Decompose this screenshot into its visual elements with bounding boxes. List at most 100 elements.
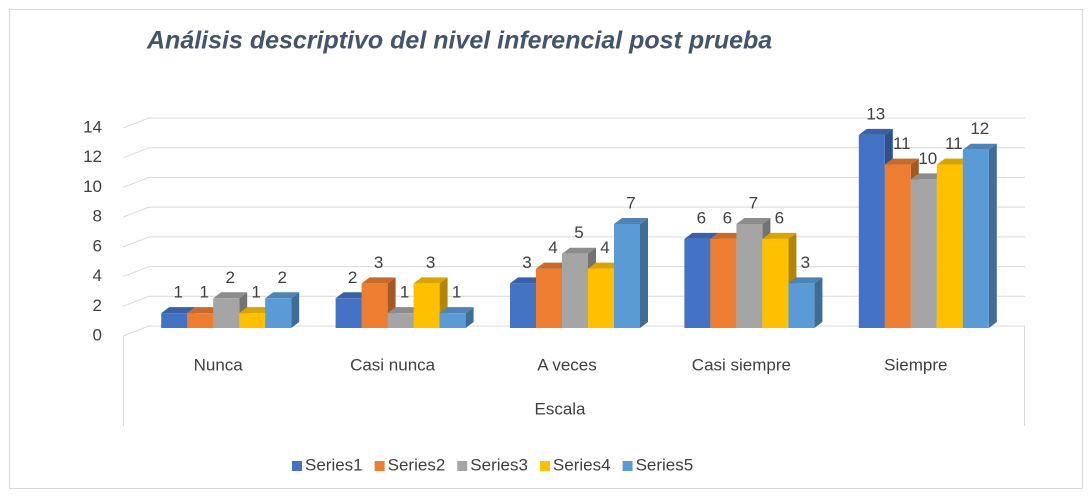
- bar-top: [936, 158, 971, 165]
- bar-side: [814, 277, 823, 328]
- legend-label: Series4: [553, 455, 611, 474]
- y-tick-label: 2: [93, 296, 102, 315]
- data-label: 2: [348, 268, 357, 287]
- data-label: 1: [199, 283, 208, 302]
- data-label: 6: [723, 208, 732, 227]
- legend-swatch: [622, 461, 633, 471]
- y-tick-label: 10: [83, 177, 102, 196]
- bar-top: [536, 262, 570, 269]
- bar: [588, 268, 614, 328]
- bar-top: [413, 277, 448, 284]
- data-label: 1: [400, 283, 409, 302]
- bar-top: [962, 143, 997, 150]
- bar-top: [439, 307, 474, 314]
- bar-side: [640, 218, 648, 328]
- y-tick-label: 12: [83, 147, 102, 166]
- bar: [265, 298, 292, 328]
- bar: [962, 149, 989, 328]
- bar-top: [684, 232, 719, 239]
- x-tick-label: Nunca: [194, 355, 244, 374]
- bar-top: [910, 173, 945, 180]
- y-tick-label: 14: [83, 117, 102, 136]
- grid-line: [122, 147, 1025, 159]
- bar: [858, 134, 885, 328]
- data-label: 3: [374, 253, 383, 272]
- bar-side: [465, 307, 474, 328]
- bar-top: [361, 277, 396, 284]
- grid-line: [122, 176, 1025, 188]
- bar: [161, 313, 188, 328]
- x-axis-title: Escala: [534, 399, 586, 418]
- y-tick-label: 0: [93, 325, 102, 344]
- data-label: 1: [452, 283, 461, 302]
- x-tick-label: Siempre: [884, 355, 947, 374]
- data-label: 13: [866, 104, 885, 123]
- bar: [684, 238, 711, 328]
- bar: [413, 283, 440, 328]
- bar-top: [213, 292, 248, 299]
- bar-side: [291, 292, 300, 328]
- bar: [614, 224, 640, 328]
- data-label: 11: [893, 134, 911, 153]
- bar: [213, 298, 240, 328]
- data-label: 3: [522, 253, 531, 272]
- bar-top: [884, 158, 919, 165]
- bar: [439, 313, 466, 328]
- bar: [510, 283, 536, 328]
- data-label: 6: [697, 208, 706, 227]
- bar-top: [335, 292, 370, 299]
- x-tick-label: A veces: [537, 355, 597, 374]
- bar-side: [988, 143, 997, 328]
- legend-swatch: [457, 461, 468, 471]
- legend-swatch: [539, 461, 550, 471]
- data-label: 5: [574, 223, 583, 242]
- bar: [936, 164, 963, 328]
- bar-top: [710, 232, 745, 239]
- bar: [536, 268, 562, 328]
- data-label: 4: [600, 238, 609, 257]
- legend-label: Series5: [636, 455, 694, 474]
- bar: [239, 313, 266, 328]
- bar-top: [762, 232, 797, 239]
- bar: [562, 253, 588, 328]
- bar: [884, 164, 911, 328]
- data-label: 2: [277, 268, 286, 287]
- bar-top: [387, 307, 422, 314]
- bar: [710, 238, 737, 328]
- bar-top: [562, 247, 596, 254]
- bar: [762, 238, 789, 328]
- bar: [910, 179, 937, 328]
- bar-top: [161, 307, 196, 314]
- data-label: 2: [225, 268, 234, 287]
- legend-label: Series3: [470, 455, 528, 474]
- bar-top: [858, 128, 893, 135]
- data-label: 7: [626, 193, 635, 212]
- y-tick-label: 4: [93, 266, 102, 285]
- bar-top: [614, 218, 648, 224]
- legend-swatch: [374, 461, 385, 471]
- data-label: 7: [749, 193, 758, 212]
- chart-title: Análisis descriptivo del nivel inferenci…: [146, 27, 772, 55]
- bar: [187, 313, 214, 328]
- data-label: 1: [173, 283, 182, 302]
- y-tick-label: 8: [93, 207, 102, 226]
- bar: [736, 224, 763, 328]
- y-tick-label: 6: [93, 236, 102, 255]
- bar-top: [239, 307, 274, 314]
- bar-top: [788, 277, 823, 284]
- legend-swatch: [292, 461, 302, 471]
- data-label: 6: [775, 208, 784, 227]
- data-label: 3: [426, 253, 435, 272]
- grid-line: [122, 117, 1025, 129]
- bar-top: [187, 307, 222, 314]
- bar-top: [588, 262, 622, 269]
- data-label: 12: [970, 119, 989, 138]
- bar: [335, 298, 362, 328]
- legend-label: Series1: [305, 455, 363, 474]
- bar-top: [510, 277, 544, 284]
- bar: [788, 283, 815, 328]
- data-label: 11: [945, 134, 963, 153]
- data-label: 10: [918, 149, 937, 168]
